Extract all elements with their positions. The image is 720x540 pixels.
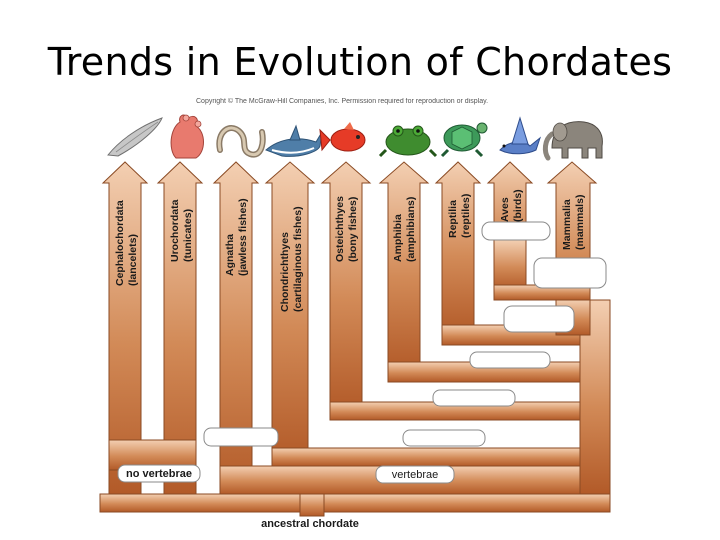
- label-ancestral-chordate: ancestral chordate: [261, 518, 359, 530]
- label-osteichthyes-common: (bony fishes): [347, 197, 359, 262]
- label-reptilia: Reptilia: [447, 200, 459, 238]
- label-reptilia-common: (reptiles): [460, 194, 472, 238]
- label-chondrichthyes-common: (cartilaginous fishes): [292, 206, 304, 312]
- connector-jawed: [271, 447, 591, 467]
- lancelet-icon: [107, 117, 163, 157]
- animal-icons: [107, 114, 603, 161]
- bird-icon: [499, 116, 542, 155]
- branch-reptilia: [434, 161, 482, 336]
- slide-title: Trends in Evolution of Chordates: [47, 40, 673, 84]
- connector-right-spine: [579, 299, 611, 495]
- turtle-icon: [440, 122, 488, 158]
- answer-box-7[interactable]: [402, 429, 486, 447]
- copyright-notice: Copyright © The McGraw-Hill Companies, I…: [196, 98, 489, 105]
- printed-labels: no vertebrae vertebrae ancestral chordat…: [117, 464, 455, 530]
- cladogram-branches: [99, 161, 611, 517]
- label-no-vertebrae: no vertebrae: [126, 468, 192, 480]
- branch-urochordata: [156, 161, 204, 495]
- base-branch: [99, 493, 611, 513]
- label-agnatha: Agnatha: [224, 234, 236, 276]
- label-vertebrae: vertebrae: [392, 469, 438, 481]
- label-mammalia: Mammalia: [561, 199, 573, 250]
- answer-box-4[interactable]: [469, 351, 551, 369]
- answer-box-2[interactable]: [533, 257, 607, 289]
- group-labels: Cephalochordata (lancelets) Urochordata …: [114, 189, 586, 312]
- bony-fish-icon: [319, 122, 366, 152]
- branch-cephalochordata: [101, 161, 149, 495]
- label-mammalia-common: (mammals): [574, 195, 586, 250]
- branch-agnatha: [212, 161, 260, 495]
- label-osteichthyes: Osteichthyes: [334, 196, 346, 262]
- no-vertebrae-box: [117, 464, 201, 483]
- elephant-icon: [542, 121, 603, 161]
- label-agnatha-common: (jawless fishes): [237, 198, 249, 276]
- answer-box-3[interactable]: [503, 305, 575, 333]
- label-amphibia-common: (amphibians): [405, 197, 417, 262]
- label-chondrichthyes: Chondrichthyes: [279, 232, 291, 312]
- label-cephalochordata-common: (lancelets): [127, 234, 139, 286]
- label-urochordata-common: (tunicates): [182, 209, 194, 262]
- branch-osteichthyes: [320, 161, 372, 413]
- label-cephalochordata: Cephalochordata: [114, 200, 126, 286]
- label-amphibia: Amphibia: [392, 214, 404, 262]
- vertebrae-box: [375, 465, 455, 484]
- label-urochordata: Urochordata: [169, 199, 181, 262]
- tunicate-icon: [170, 114, 204, 159]
- branch-chondrichthyes: [264, 161, 316, 463]
- answer-boxes: [203, 221, 607, 447]
- lamprey-icon: [216, 125, 266, 158]
- label-aves-common: (birds): [512, 189, 524, 222]
- frog-icon: [378, 125, 438, 158]
- answer-box-5[interactable]: [432, 389, 516, 407]
- label-aves: Aves: [499, 197, 511, 222]
- shark-icon: [265, 124, 323, 157]
- root-stem: [299, 493, 325, 517]
- answer-box-6[interactable]: [203, 427, 279, 447]
- connector-aves: [493, 239, 527, 291]
- answer-box-1[interactable]: [481, 221, 551, 241]
- branch-amphibia: [378, 161, 430, 373]
